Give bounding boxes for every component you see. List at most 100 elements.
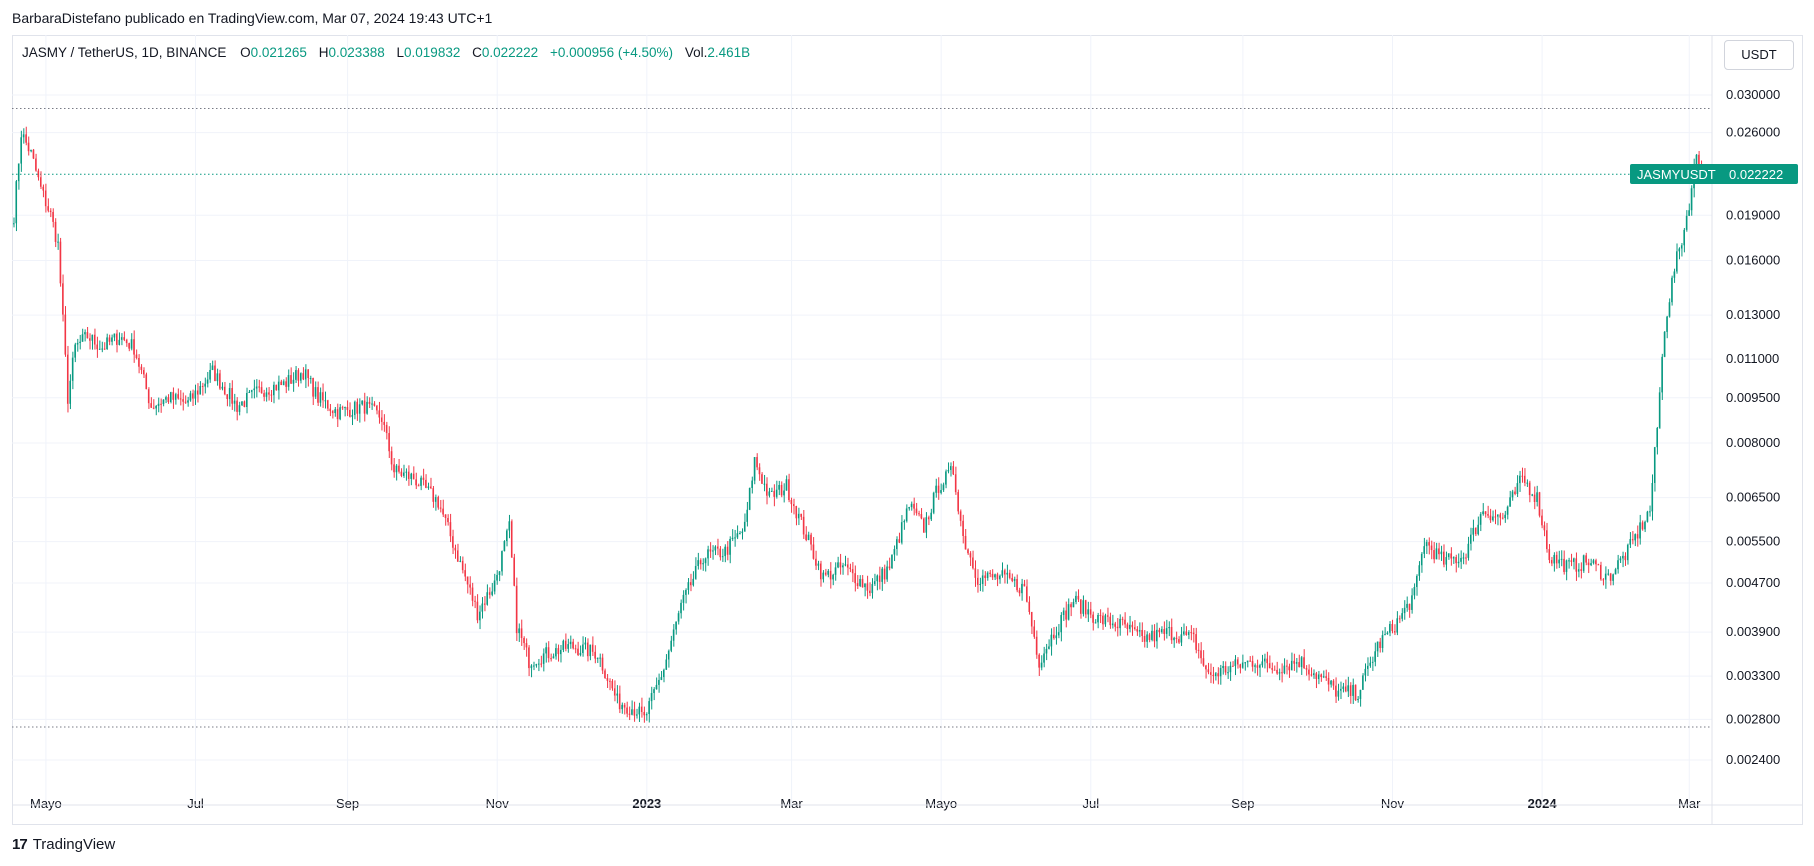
candle	[469, 576, 471, 595]
candle-body	[736, 533, 739, 538]
candle-body	[1271, 668, 1273, 670]
candle	[530, 664, 533, 678]
candle	[699, 558, 702, 570]
candle-body	[1102, 615, 1104, 625]
candle-body	[366, 401, 368, 414]
candle	[331, 409, 334, 419]
candle-body	[1006, 572, 1008, 575]
candle-body	[35, 158, 37, 171]
candle-body	[1609, 573, 1612, 581]
candle	[434, 494, 437, 511]
candle-body	[675, 621, 677, 630]
candle	[157, 397, 160, 413]
candle-body	[346, 407, 349, 410]
change-value: +0.000956 (+4.50%)	[549, 45, 674, 60]
candle	[1626, 543, 1629, 565]
candle-body	[111, 337, 113, 342]
candle-body	[174, 394, 177, 400]
candle	[837, 556, 839, 569]
candle	[1609, 572, 1612, 586]
candle	[515, 577, 518, 641]
candle-body	[1418, 565, 1421, 576]
candle-body	[795, 506, 798, 519]
low-value: 0.019832	[404, 45, 461, 60]
candle	[479, 605, 481, 630]
candle-body	[849, 567, 852, 570]
candle	[221, 382, 224, 391]
candle	[1683, 227, 1685, 253]
candle-body	[331, 411, 334, 414]
candle	[1315, 671, 1318, 689]
candle	[763, 474, 766, 492]
tradingview-logo[interactable]: 17 TradingView	[12, 836, 115, 853]
candle-body	[1366, 665, 1369, 669]
candle	[1401, 608, 1403, 622]
candle	[1653, 446, 1656, 492]
candle-body	[1293, 660, 1295, 664]
candle	[864, 583, 866, 597]
candle-body	[797, 513, 800, 519]
candle	[474, 595, 476, 609]
candle-body	[302, 373, 305, 380]
candle-body	[986, 572, 989, 579]
candle-body	[1599, 564, 1602, 580]
candle	[810, 532, 812, 551]
candle	[209, 363, 211, 383]
candle	[937, 477, 940, 500]
price-axis: 0.030000 0.026000 0.019000 0.016000 0.013000…	[1711, 36, 1780, 824]
candle	[972, 550, 974, 570]
candle-body	[586, 642, 589, 657]
candle	[1523, 468, 1526, 487]
time-tick-label: Sep	[336, 796, 359, 811]
candle-body	[1484, 511, 1487, 515]
candle	[182, 392, 184, 411]
candle-body	[1075, 595, 1077, 602]
candle-body	[1671, 277, 1673, 303]
candle	[1587, 558, 1590, 574]
candle	[702, 558, 704, 571]
candle	[672, 624, 675, 647]
candle-body	[1337, 690, 1340, 697]
candle	[1597, 563, 1600, 566]
candle	[339, 404, 341, 421]
candle-body	[1342, 686, 1345, 689]
candle-body	[569, 641, 572, 645]
candle-body	[962, 520, 964, 536]
candle-body	[766, 483, 768, 496]
volume-label: Vol.	[684, 45, 708, 60]
candle-body	[1666, 316, 1668, 332]
symbol-info[interactable]: JASMY / TetherUS, 1D, BINANCE	[22, 45, 227, 60]
candle	[1062, 607, 1065, 621]
last-price-tag-bg	[1630, 164, 1798, 185]
candle	[341, 405, 344, 410]
candle	[1335, 677, 1337, 703]
candle-body	[192, 393, 194, 399]
candle	[893, 545, 896, 562]
candle-body	[996, 574, 999, 580]
candle-body	[1663, 331, 1666, 357]
candle-body	[1516, 483, 1519, 494]
candle-body	[1555, 554, 1558, 564]
candle-body	[802, 516, 805, 535]
candle-body	[518, 628, 520, 634]
candle-body	[1268, 663, 1271, 669]
candle-body	[390, 451, 393, 465]
candle-body	[1067, 604, 1070, 620]
candle-body	[437, 497, 439, 508]
candle-body	[1585, 555, 1587, 563]
candle-body	[1698, 154, 1700, 166]
candle-body	[1568, 560, 1570, 562]
candle-body	[1089, 609, 1092, 615]
candle	[1187, 630, 1190, 640]
candle	[442, 499, 444, 518]
candle-body	[1371, 661, 1374, 663]
candle	[179, 390, 182, 406]
candle	[1462, 552, 1465, 565]
candle	[999, 574, 1001, 584]
currency-button[interactable]: USDT	[1724, 40, 1794, 70]
candle	[1499, 512, 1502, 526]
time-tick-label: Jul	[1082, 796, 1099, 811]
candle	[535, 663, 538, 668]
candle	[1251, 655, 1254, 672]
